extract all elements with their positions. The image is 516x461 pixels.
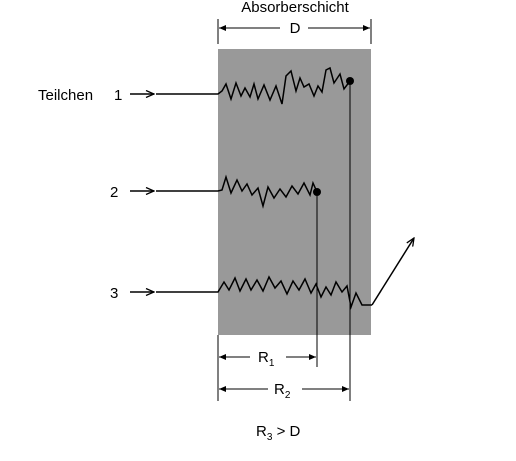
layer-title: Absorberschicht	[241, 0, 349, 16]
particle-2-stop-point	[313, 188, 321, 196]
particle-3-track	[156, 275, 372, 310]
particle-1-number: 1	[114, 87, 122, 104]
condition-label: R3 > D	[256, 423, 301, 443]
range-1-label: R1	[258, 349, 275, 369]
thickness-label: D	[290, 20, 301, 37]
particle-2-track	[156, 174, 318, 209]
particle-3-exit-arrow	[371, 238, 414, 306]
particle-2-number: 2	[110, 184, 118, 201]
range-2-label: R2	[274, 381, 291, 401]
particle-1-track	[156, 66, 351, 105]
particle-3-number: 3	[110, 285, 118, 302]
particle-label: Teilchen	[38, 87, 93, 104]
particle-1-stop-point	[346, 77, 354, 85]
